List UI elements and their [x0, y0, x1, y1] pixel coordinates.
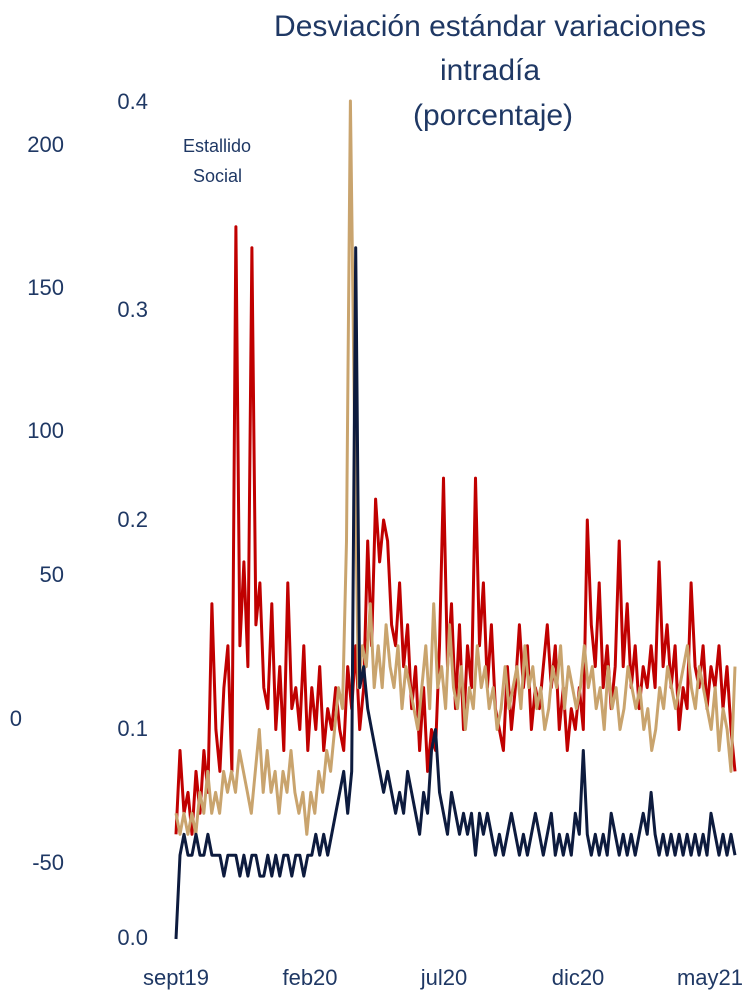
left-tick-label: 100 [27, 418, 64, 443]
chart-title-line-3: (porcentaje) [413, 99, 573, 132]
series-line-1 [174, 225, 737, 836]
annotation-line-2: Social [193, 166, 242, 186]
x-tick-label: sept19 [143, 965, 209, 990]
left-tick-label: 200 [27, 132, 64, 157]
x-tick-label: feb20 [282, 965, 337, 990]
series-line-3 [174, 246, 737, 940]
annotation-estallido-social: Estallido Social [183, 136, 251, 186]
series-line-2 [174, 99, 737, 836]
left-tick-label: 0 [10, 706, 22, 731]
x-axis-ticks: sept19 feb20 jul20 dic20 may21 [143, 965, 743, 990]
y-tick-label: 0.1 [117, 716, 148, 741]
y-tick-label: 0.0 [117, 925, 148, 950]
chart-title-line-2: intradía [440, 54, 540, 87]
left-tick-label: 150 [27, 275, 64, 300]
x-tick-label: dic20 [552, 965, 605, 990]
y-tick-label: 0.2 [117, 507, 148, 532]
right-axis-ticks: 0.4 0.3 0.2 0.1 0.0 [117, 89, 148, 950]
y-tick-label: 0.3 [117, 297, 148, 322]
x-tick-label: jul20 [420, 965, 467, 990]
series-layer [174, 99, 737, 940]
chart-title-line-1: Desviación estándar variaciones [274, 10, 706, 43]
left-axis-ticks: 200 150 100 50 0 -50 [10, 132, 64, 875]
left-tick-label: -50 [32, 850, 64, 875]
left-tick-label: 50 [40, 562, 64, 587]
annotation-line-1: Estallido [183, 136, 251, 156]
x-tick-label: may21 [677, 965, 743, 990]
y-tick-label: 0.4 [117, 89, 148, 114]
chart-title: Desviación estándar variaciones intradía… [274, 10, 706, 132]
